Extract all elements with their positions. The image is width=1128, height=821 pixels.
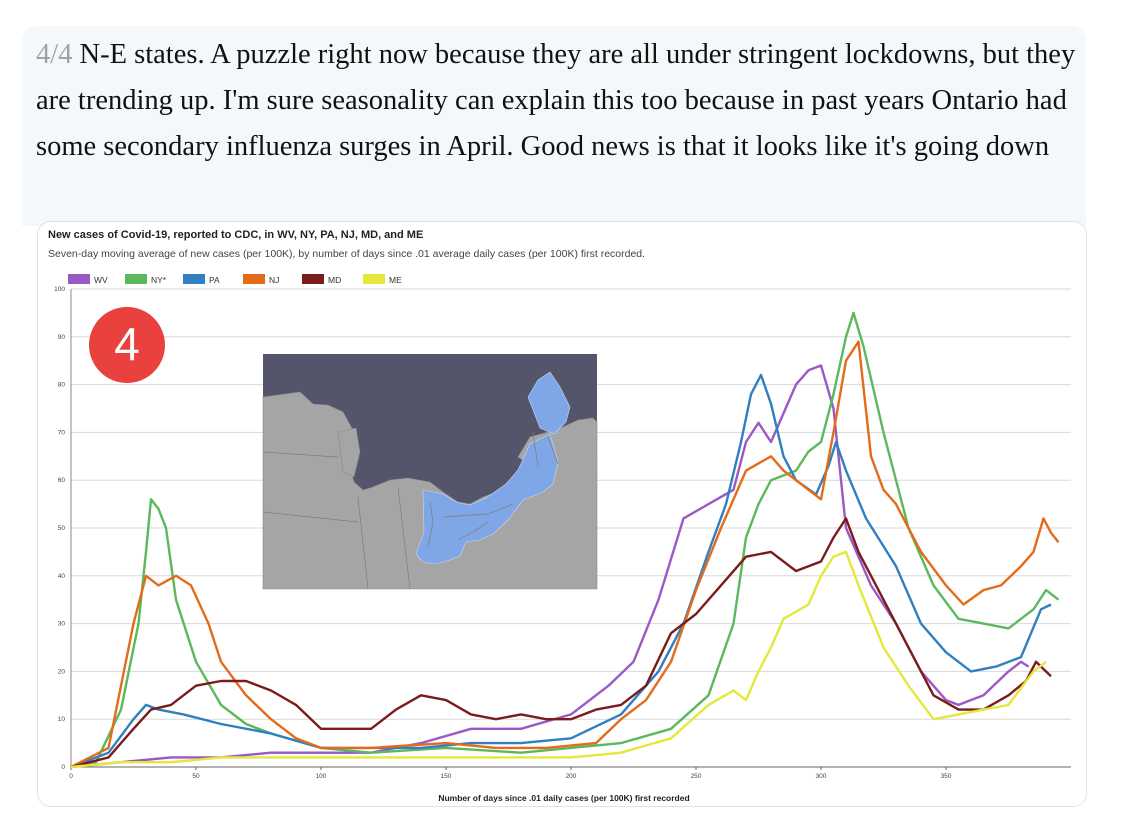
series-line-md xyxy=(70,517,1052,769)
covid-line-chart: New cases of Covid-19, reported to CDC, … xyxy=(48,229,1071,803)
y-tick-label-0: 0 xyxy=(61,764,65,771)
x-axis-label: Number of days since .01 daily cases (pe… xyxy=(438,793,689,803)
y-tick-label-10: 10 xyxy=(58,716,66,723)
x-tick-label-250: 250 xyxy=(691,773,702,780)
x-tick-label-200: 200 xyxy=(566,773,577,780)
x-tick-label-0: 0 xyxy=(69,773,73,780)
thread-number: 4/4 xyxy=(36,39,73,70)
chart-subtitle: Seven-day moving average of new cases (p… xyxy=(48,248,645,260)
chart-title: New cases of Covid-19, reported to CDC, … xyxy=(48,229,423,241)
legend-swatch-pa xyxy=(183,274,205,284)
badge-label: 4 xyxy=(114,318,140,370)
tweet-text-panel: 4/4 N-E states. A puzzle right now becau… xyxy=(22,26,1086,226)
y-tick-label-20: 20 xyxy=(58,668,66,675)
tweet-text: 4/4 N-E states. A puzzle right now becau… xyxy=(22,26,1086,170)
x-tick-label-350: 350 xyxy=(941,773,952,780)
legend-label-wv: WV xyxy=(94,275,108,285)
y-tick-label-80: 80 xyxy=(58,382,66,389)
legend-swatch-wv xyxy=(68,274,90,284)
y-tick-label-100: 100 xyxy=(54,286,65,293)
number-badge: 4 xyxy=(89,307,165,383)
y-tick-label-90: 90 xyxy=(58,334,66,341)
legend-swatch-md xyxy=(302,274,324,284)
chart-legend: WV NY* PA NJ MD ME xyxy=(68,274,402,285)
series-line-pa xyxy=(70,373,1052,769)
series-line-wv xyxy=(70,364,1030,769)
legend-label-pa: PA xyxy=(209,275,220,285)
x-tick-label-50: 50 xyxy=(192,773,200,780)
legend-swatch-nj xyxy=(243,274,265,284)
legend-swatch-ny xyxy=(125,274,147,284)
chart-axes: 0 10 20 30 40 50 60 70 80 90 100 0 50 100 150 200 250 300… xyxy=(54,286,1071,780)
series-line-nj xyxy=(70,340,1060,769)
chart-series-lines xyxy=(70,311,1060,769)
legend-label-nj: NJ xyxy=(269,275,279,285)
legend-label-me: ME xyxy=(389,275,402,285)
y-tick-label-70: 70 xyxy=(58,429,66,436)
y-tick-label-40: 40 xyxy=(58,573,66,580)
legend-label-ny: NY* xyxy=(151,275,167,285)
northeast-states-map xyxy=(262,354,598,590)
y-tick-label-60: 60 xyxy=(58,477,66,484)
series-line-me xyxy=(70,550,1047,769)
legend-swatch-me xyxy=(363,274,385,284)
tweet-body: N-E states. A puzzle right now because t… xyxy=(36,39,1076,162)
x-tick-label-300: 300 xyxy=(816,773,827,780)
legend-label-md: MD xyxy=(328,275,341,285)
y-tick-label-50: 50 xyxy=(58,525,66,532)
series-line-ny xyxy=(70,311,1060,769)
tweet-media-card[interactable]: New cases of Covid-19, reported to CDC, … xyxy=(37,221,1087,807)
y-tick-label-30: 30 xyxy=(58,621,66,628)
x-tick-label-150: 150 xyxy=(441,773,452,780)
x-tick-label-100: 100 xyxy=(316,773,327,780)
